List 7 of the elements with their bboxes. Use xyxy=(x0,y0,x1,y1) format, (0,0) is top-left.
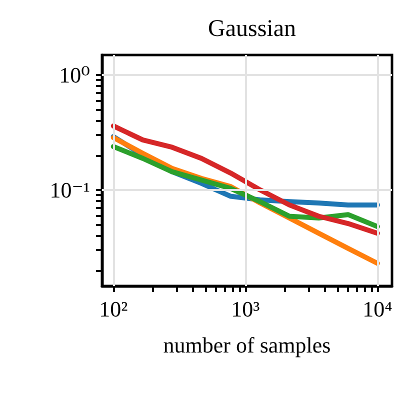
y-tick-label: 10⁻¹ xyxy=(50,177,90,202)
x-tick-label: 10⁴ xyxy=(362,296,393,322)
chart-title: Gaussian xyxy=(208,16,296,42)
x-tick-label: 10³ xyxy=(231,296,260,322)
x-tick-label: 10² xyxy=(99,296,128,322)
y-tick-label: 10⁰ xyxy=(59,62,90,88)
x-axis-title: number of samples xyxy=(163,332,331,358)
